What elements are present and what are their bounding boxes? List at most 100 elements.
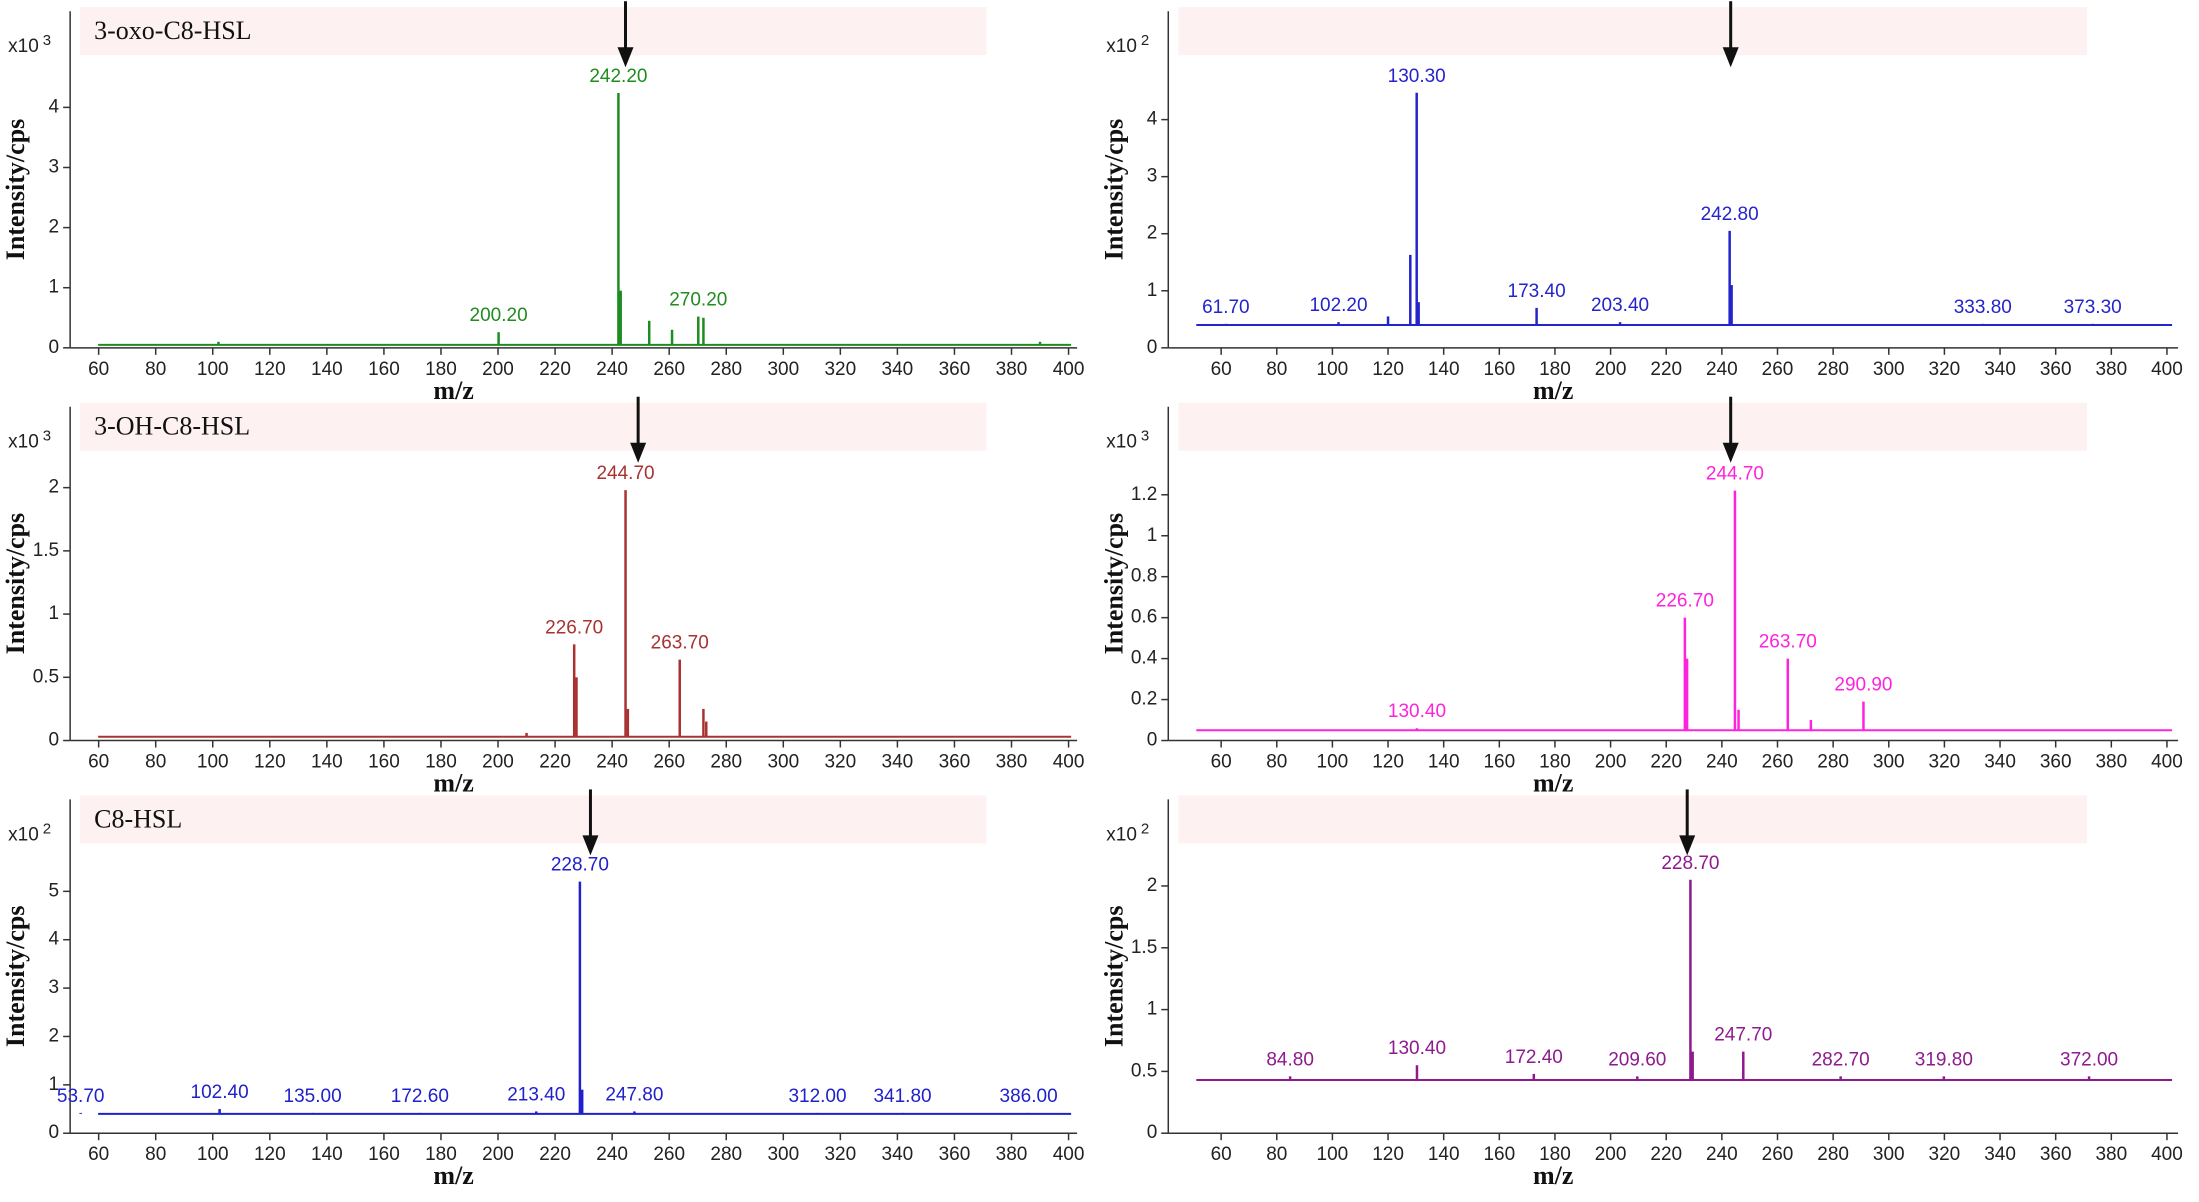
x-tick-label: 120 [1372, 752, 1404, 773]
x-tick-label: 220 [1650, 752, 1682, 773]
peak-label: 226.70 [1656, 591, 1714, 612]
y-tick-label: 5 [49, 880, 60, 901]
peak-label: 209.60 [1608, 1049, 1666, 1070]
x-tick-label: 340 [1984, 359, 2016, 380]
arrow-head [1722, 47, 1739, 68]
x-tick-label: 360 [2040, 1144, 2072, 1165]
scale-base: x10 [1106, 432, 1137, 453]
peak-label: 270.20 [669, 290, 727, 311]
x-tick-label: 220 [539, 752, 571, 773]
x-tick-label: 260 [1762, 752, 1794, 773]
scale-exponent: 3 [43, 428, 51, 445]
scale-exponent: 2 [1141, 820, 1149, 837]
x-tick-label: 280 [710, 1144, 742, 1165]
x-tick-label: 360 [2040, 752, 2072, 773]
x-tick-label: 260 [653, 1144, 685, 1165]
x-axis-label: m/z [1533, 1161, 1573, 1190]
peak-label: 135.00 [284, 1086, 342, 1107]
x-tick-label: 140 [1428, 752, 1460, 773]
x-tick-label: 360 [2040, 359, 2072, 380]
x-tick-label: 100 [197, 752, 229, 773]
y-tick-label: 0.4 [1131, 648, 1158, 669]
peak-label: 226.70 [545, 617, 603, 638]
y-axis-label: Intensity/cps [1099, 513, 1128, 655]
peak-label: 244.70 [1706, 464, 1764, 485]
y-tick-label: 0 [1147, 730, 1158, 751]
x-tick-label: 400 [2151, 752, 2183, 773]
x-tick-label: 340 [882, 359, 914, 380]
scale-exponent: 3 [1141, 428, 1149, 445]
scale-base: x10 [8, 36, 39, 57]
peak-label: 372.00 [2060, 1049, 2118, 1070]
y-tick-label: 0.6 [1131, 607, 1157, 628]
y-tick-label: 1 [49, 1074, 60, 1095]
peak-label: 386.00 [1000, 1086, 1058, 1107]
x-tick-label: 200 [482, 752, 514, 773]
y-tick-label: 2 [1147, 223, 1158, 244]
x-tick-label: 280 [1817, 752, 1849, 773]
x-tick-label: 320 [1929, 1144, 1961, 1165]
x-tick-label: 160 [1483, 752, 1515, 773]
x-tick-label: 60 [1211, 752, 1232, 773]
x-tick-label: 60 [88, 1144, 109, 1165]
peak-label: 282.70 [1812, 1049, 1870, 1070]
y-tick-label: 1.2 [1131, 484, 1157, 505]
x-tick-label: 200 [482, 359, 514, 380]
peak-label: 53.70 [57, 1086, 105, 1107]
x-tick-label: 360 [939, 359, 971, 380]
x-tick-label: 100 [1317, 752, 1349, 773]
scale-label: x10 3 [1106, 428, 1149, 453]
x-tick-label: 340 [1984, 752, 2016, 773]
y-tick-label: 0.5 [1131, 1060, 1157, 1081]
x-tick-label: 180 [1539, 752, 1571, 773]
y-tick-label: 0.8 [1131, 566, 1157, 587]
x-tick-label: 280 [1817, 1144, 1849, 1165]
x-axis-label: m/z [433, 376, 473, 405]
peak-label: 173.40 [1508, 281, 1566, 302]
x-tick-label: 140 [1428, 359, 1460, 380]
peak-label: 172.40 [1505, 1047, 1563, 1068]
x-tick-label: 80 [145, 359, 166, 380]
peak-label: 203.40 [1591, 295, 1649, 316]
x-tick-label: 140 [311, 1144, 343, 1165]
y-tick-label: 2 [49, 217, 60, 238]
x-tick-label: 60 [88, 359, 109, 380]
peak-label: 341.80 [873, 1086, 931, 1107]
y-tick-label: 2 [1147, 875, 1158, 896]
x-tick-label: 300 [767, 752, 799, 773]
x-tick-label: 180 [1539, 359, 1571, 380]
peak-label: 290.90 [1834, 675, 1892, 696]
title-band [80, 7, 987, 56]
x-tick-label: 220 [539, 1144, 571, 1165]
peak-label: 102.40 [191, 1082, 249, 1103]
y-tick-label: 1 [49, 603, 60, 624]
x-tick-label: 340 [882, 1144, 914, 1165]
x-tick-label: 100 [197, 359, 229, 380]
scale-label: x10 3 [8, 32, 51, 57]
x-tick-label: 380 [996, 1144, 1028, 1165]
scale-base: x10 [1106, 36, 1137, 57]
x-tick-label: 200 [1595, 752, 1627, 773]
title-band [1178, 795, 2088, 844]
x-tick-label: 120 [1372, 1144, 1404, 1165]
peak-label: 228.70 [551, 855, 609, 876]
x-tick-label: 160 [368, 1144, 400, 1165]
y-tick-label: 1 [1147, 999, 1158, 1020]
x-tick-label: 80 [1266, 359, 1287, 380]
x-tick-label: 100 [197, 1144, 229, 1165]
x-tick-label: 380 [2095, 359, 2127, 380]
y-tick-label: 1 [1147, 525, 1158, 546]
panel-title: 3-oxo-C8-HSL [94, 16, 251, 45]
x-tick-label: 180 [1539, 1144, 1571, 1165]
x-tick-label: 160 [368, 359, 400, 380]
x-tick-label: 120 [1372, 359, 1404, 380]
x-tick-label: 320 [824, 1144, 856, 1165]
x-tick-label: 400 [1053, 359, 1085, 380]
y-tick-label: 1 [49, 277, 60, 298]
y-tick-label: 0.5 [33, 666, 59, 687]
x-tick-label: 240 [1706, 752, 1738, 773]
y-axis-label: Intensity/cps [1099, 119, 1128, 261]
x-tick-label: 380 [996, 359, 1028, 380]
x-tick-label: 180 [425, 359, 457, 380]
y-tick-label: 3 [1147, 166, 1158, 187]
